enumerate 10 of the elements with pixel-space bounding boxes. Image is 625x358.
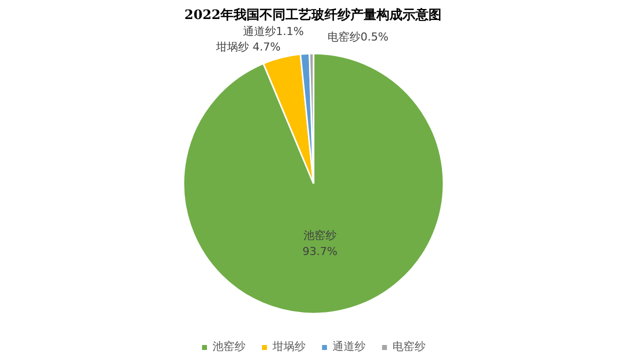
category-label: 坩埚纱 4.7% [216, 40, 281, 54]
category-label: 通道纱1.1% [242, 24, 304, 38]
category-label: 电窑纱0.5% [328, 30, 388, 44]
legend-label: 池窑纱 [212, 339, 246, 354]
legend-label: 坩埚纱 [272, 339, 306, 354]
legend-label: 通道纱 [332, 339, 366, 354]
data-label: 93.7% [302, 244, 338, 258]
slice-label: 池窑纱 [304, 229, 336, 242]
chart-title: 2022年我国不同工艺玻纤纱产量构成示意图 [184, 7, 442, 23]
legend-label: 电窑纱 [392, 339, 426, 354]
